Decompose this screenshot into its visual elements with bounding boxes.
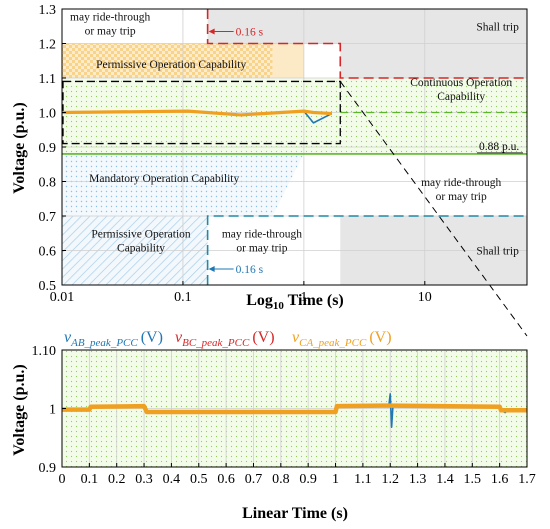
region-label: may ride-through or may trip xyxy=(222,229,302,255)
shall-trip-upper-step xyxy=(340,43,527,78)
bottom-x-tick-label: 1.5 xyxy=(464,472,482,487)
legend-entry: vCA_peak_PCC (V) xyxy=(292,329,392,349)
zoom-connector-lines xyxy=(339,81,528,337)
top-chart: may ride-through or may trip Shall trip Per… xyxy=(11,3,528,312)
annotation-label: 0.16 s xyxy=(236,264,264,276)
shall-trip-upper-zone xyxy=(207,9,527,44)
top-x-tick-label: 10 xyxy=(418,290,432,305)
permissive-upper-zone xyxy=(62,43,273,78)
top-y-tick-label: 0.6 xyxy=(39,245,57,260)
continuous-zone xyxy=(62,78,527,154)
bottom-y-axis-label: Voltage (p.u.) xyxy=(11,364,28,455)
bottom-y-tick-label: 1.10 xyxy=(32,344,57,359)
bottom-series-line xyxy=(62,403,527,415)
bottom-x-tick-label: 0.3 xyxy=(135,472,153,487)
legend-entry: vBC_peak_PCC (V) xyxy=(175,329,275,349)
zoom-connector-right xyxy=(339,81,528,337)
annotation-arrowhead xyxy=(208,266,215,272)
top-y-axis-label: Voltage (p.u.) xyxy=(11,102,28,193)
top-x-tick-label: 0.1 xyxy=(174,290,192,305)
bottom-y-tick-label: 1 xyxy=(49,403,56,418)
bottom-x-tick-label: 0.2 xyxy=(108,472,126,487)
region-label: Shall trip xyxy=(476,21,519,33)
region-label: may ride-through or may trip xyxy=(70,11,150,37)
region-label: Permissive Operation Capability xyxy=(96,59,246,71)
bottom-x-tick-label: 0.7 xyxy=(245,472,263,487)
top-y-tick-label: 1.0 xyxy=(39,107,57,122)
top-x-tick-label: 0.01 xyxy=(50,290,75,305)
bottom-x-tick-label: 1.6 xyxy=(491,472,509,487)
top-y-tick-label: 0.5 xyxy=(39,279,57,294)
top-y-tick-label: 0.7 xyxy=(39,210,57,225)
bottom-x-tick-label: 0 xyxy=(59,472,66,487)
bottom-legend: vAB_peak_PCC (V) vBC_peak_PCC (V) vCA_peak_P… xyxy=(64,329,392,349)
bottom-x-tick-label: 0.1 xyxy=(81,472,99,487)
bottom-x-tick-label: 0.6 xyxy=(217,472,235,487)
annotation-label: 0.16 s xyxy=(236,27,264,39)
top-series-line xyxy=(62,109,332,117)
top-y-tick-label: 1.1 xyxy=(39,72,57,87)
top-x-axis-label: Log10 Time (s) xyxy=(246,292,344,312)
zoom-box xyxy=(62,80,341,145)
legend-entry: vAB_peak_PCC (V) xyxy=(64,329,163,349)
bottom-chart: vAB_peak_PCC (V) vBC_peak_PCC (V) vCA_peak_P… xyxy=(11,329,536,522)
bottom-x-tick-label: 0.9 xyxy=(299,472,317,487)
annotation-label: 0.88 p.u. xyxy=(479,141,519,153)
top-y-tick-label: 1.2 xyxy=(39,38,57,53)
bottom-y-tick-label: 0.9 xyxy=(39,461,57,476)
top-y-tick-label: 0.9 xyxy=(39,141,57,156)
bottom-x-tick-label: 1 xyxy=(332,472,339,487)
region-label: Mandatory Operation Capability xyxy=(89,173,239,185)
region-label: Permissive Operation Capability xyxy=(91,229,191,255)
bottom-x-tick-label: 0.4 xyxy=(163,472,181,487)
limit-line-upper xyxy=(206,9,527,79)
bottom-x-tick-label: 1.4 xyxy=(436,472,454,487)
bottom-x-axis-label: Linear Time (s) xyxy=(242,505,348,522)
region-label: Shall trip xyxy=(476,246,519,258)
region-label: may ride-through or may trip xyxy=(421,177,501,203)
bottom-x-tick-label: 1.7 xyxy=(518,472,536,487)
bottom-x-tick-label: 1.3 xyxy=(409,472,427,487)
bottom-x-tick-label: 0.5 xyxy=(190,472,208,487)
top-y-tick-label: 0.8 xyxy=(39,176,57,191)
bottom-x-tick-label: 0.8 xyxy=(272,472,290,487)
bottom-x-tick-label: 1.2 xyxy=(381,472,399,487)
permissive-upper-zone-tail xyxy=(272,43,304,78)
limit-line-lower xyxy=(206,215,527,285)
region-label: Continuous Operation Capability xyxy=(410,77,512,103)
top-y-tick-label: 1.3 xyxy=(39,3,57,18)
annotation-arrowhead xyxy=(208,28,215,35)
bottom-x-tick-label: 1.1 xyxy=(354,472,372,487)
top-x-tick-label: 1 xyxy=(300,290,307,305)
